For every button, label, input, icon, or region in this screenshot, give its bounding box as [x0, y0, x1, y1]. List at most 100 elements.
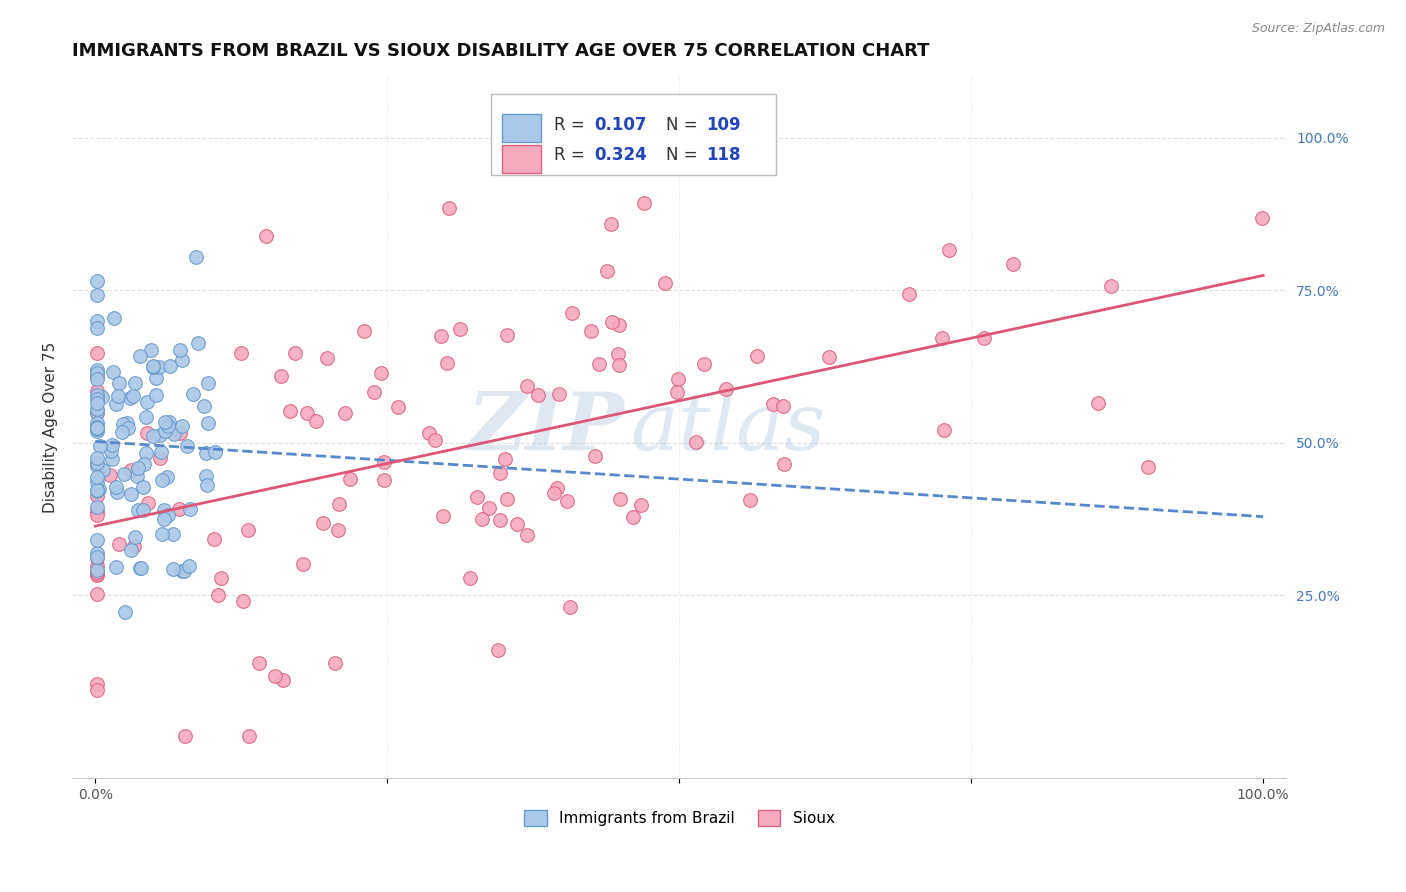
Point: [295, 406, 318, 420]
Point: [495, 452, 517, 467]
Point: [86, 314, 108, 328]
Point: [86, 566, 108, 581]
Point: [86, 369, 108, 384]
Point: [172, 419, 194, 434]
Point: [135, 409, 157, 424]
Point: [101, 437, 124, 451]
Point: [254, 229, 277, 244]
Point: [179, 502, 201, 516]
Point: [107, 484, 129, 499]
Point: [153, 415, 176, 429]
Point: [86, 504, 108, 518]
Point: [86, 484, 108, 499]
Point: [86, 346, 108, 360]
Point: [931, 331, 953, 345]
Point: [167, 502, 190, 516]
Point: [104, 397, 127, 411]
Point: [117, 420, 139, 434]
Point: [745, 350, 768, 364]
Point: [141, 343, 163, 357]
Point: [149, 451, 172, 466]
Point: [197, 376, 219, 390]
Point: [176, 439, 198, 453]
Point: [86, 363, 108, 377]
Point: [312, 516, 335, 531]
Point: [149, 428, 172, 442]
Point: [135, 395, 157, 409]
Point: [101, 451, 124, 466]
Point: [86, 422, 108, 436]
Text: R =: R =: [554, 116, 591, 134]
Text: 0.107: 0.107: [595, 116, 647, 134]
Point: [162, 561, 184, 575]
Point: [141, 360, 163, 375]
Point: [772, 458, 794, 472]
FancyBboxPatch shape: [491, 95, 776, 175]
Point: [1137, 460, 1160, 475]
Point: [772, 399, 794, 413]
Text: N =: N =: [666, 146, 703, 164]
Point: [169, 343, 191, 358]
Point: [162, 527, 184, 541]
Point: [89, 439, 111, 453]
Point: [86, 677, 108, 691]
Point: [202, 532, 225, 546]
Point: [124, 539, 146, 553]
Point: [270, 369, 292, 384]
Point: [654, 277, 676, 291]
Point: [527, 388, 550, 402]
Point: [86, 367, 108, 381]
Point: [118, 392, 141, 406]
Point: [436, 356, 458, 370]
Point: [136, 496, 159, 510]
Point: [112, 417, 135, 431]
Point: [124, 530, 146, 544]
Point: [104, 559, 127, 574]
Point: [432, 508, 454, 523]
Point: [430, 328, 453, 343]
Point: [135, 446, 157, 460]
Point: [128, 349, 150, 363]
Point: [193, 399, 215, 413]
Point: [229, 346, 252, 360]
Point: [89, 483, 111, 497]
Point: [124, 376, 146, 390]
Point: [1099, 279, 1122, 293]
Point: [195, 446, 218, 460]
Point: [1001, 257, 1024, 271]
Point: [107, 389, 129, 403]
Point: [516, 378, 538, 392]
Point: [623, 510, 645, 524]
Point: [938, 243, 960, 257]
Point: [86, 567, 108, 582]
Point: [184, 250, 207, 264]
Point: [86, 458, 108, 472]
Point: [685, 434, 707, 449]
Point: [86, 489, 108, 503]
Point: [86, 405, 108, 419]
Point: [558, 599, 581, 614]
Point: [86, 384, 108, 399]
Point: [86, 321, 108, 335]
Point: [609, 491, 631, 506]
Point: [145, 371, 167, 385]
Point: [284, 346, 307, 360]
Point: [86, 500, 108, 515]
Point: [195, 478, 218, 492]
Point: [495, 328, 517, 343]
Point: [437, 201, 460, 215]
Text: atlas: atlas: [631, 389, 827, 467]
Point: [108, 537, 131, 551]
Point: [817, 350, 839, 364]
Point: [86, 549, 108, 564]
Point: [103, 311, 125, 326]
Point: [86, 483, 108, 497]
Point: [195, 469, 218, 483]
Point: [127, 460, 149, 475]
Point: [373, 473, 395, 487]
Point: [236, 523, 259, 537]
Point: [425, 433, 447, 447]
Point: [579, 324, 602, 338]
Point: [934, 423, 956, 437]
Point: [108, 376, 131, 391]
